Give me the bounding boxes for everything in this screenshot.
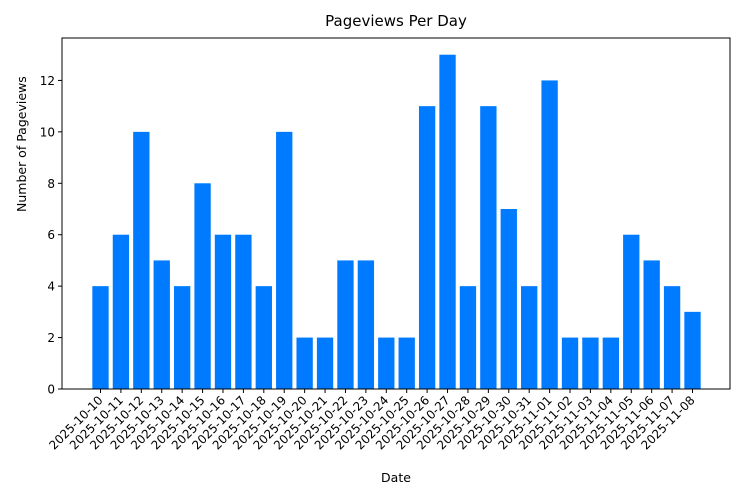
bar [296, 337, 313, 389]
bar [684, 311, 701, 389]
bar [316, 337, 334, 389]
bar [459, 286, 477, 389]
plot-frame [61, 37, 731, 390]
bar [276, 131, 293, 389]
bar [153, 260, 170, 389]
bar [602, 337, 620, 389]
bar [643, 260, 660, 389]
bar [561, 337, 579, 389]
bar [112, 234, 130, 389]
bar [235, 234, 252, 389]
y-tick-label: 12 [40, 74, 55, 88]
bar [663, 286, 681, 389]
bar [623, 234, 640, 389]
bar [582, 337, 599, 389]
bar [214, 234, 232, 389]
bar [357, 260, 375, 389]
y-tick-label: 2 [47, 331, 55, 345]
bar [521, 286, 538, 389]
y-tick-label: 8 [47, 177, 55, 191]
bar [398, 337, 415, 389]
y-tick-label: 6 [47, 228, 55, 242]
bar [92, 286, 109, 389]
bar [418, 106, 436, 390]
chart-title: Pageviews Per Day [325, 12, 467, 30]
bar [173, 286, 191, 389]
bar [133, 131, 150, 389]
bar [337, 260, 354, 389]
bar [500, 209, 517, 389]
x-axis-label: Date [381, 470, 411, 485]
y-tick-label: 10 [40, 125, 55, 139]
bar [194, 183, 211, 389]
bar [439, 54, 456, 389]
y-tick-label: 0 [47, 383, 55, 397]
bar [255, 286, 272, 389]
bar [480, 106, 497, 390]
y-tick-label: 4 [47, 280, 55, 294]
bar [378, 337, 395, 389]
bar [541, 80, 558, 389]
